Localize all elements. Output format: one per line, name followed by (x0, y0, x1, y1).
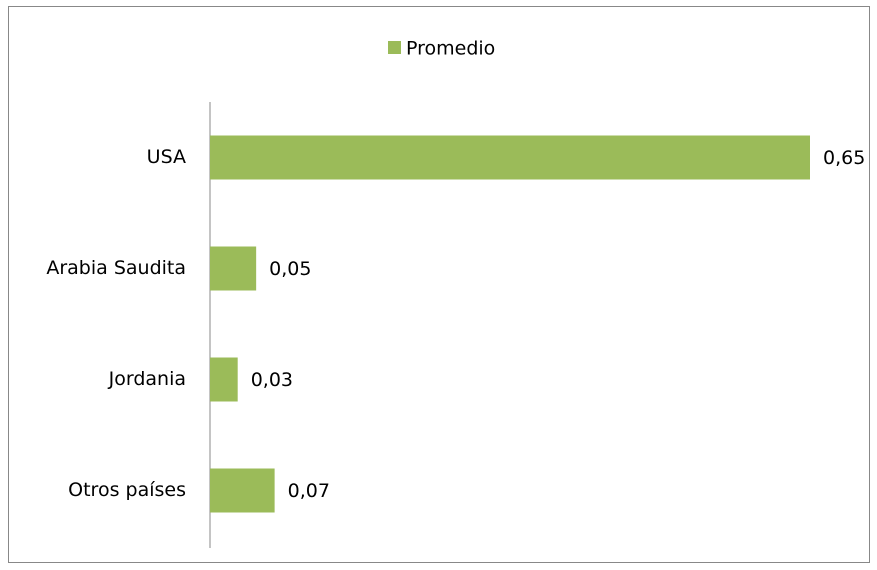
value-label: 0,07 (288, 480, 330, 502)
y-tick-label: Otros países (68, 479, 186, 501)
bar (210, 357, 238, 402)
value-label: 0,05 (269, 258, 311, 280)
legend-swatch (388, 41, 401, 54)
bar (210, 468, 275, 513)
bar (210, 246, 257, 291)
y-tick-label: Arabia Saudita (46, 257, 186, 279)
chart-frame (8, 6, 870, 563)
bar (210, 135, 810, 180)
value-label: 0,03 (251, 369, 293, 391)
legend-label: Promedio (406, 38, 495, 60)
value-label: 0,65 (823, 147, 865, 169)
y-tick-label: USA (147, 146, 186, 168)
y-tick-label: Jordania (108, 368, 186, 390)
